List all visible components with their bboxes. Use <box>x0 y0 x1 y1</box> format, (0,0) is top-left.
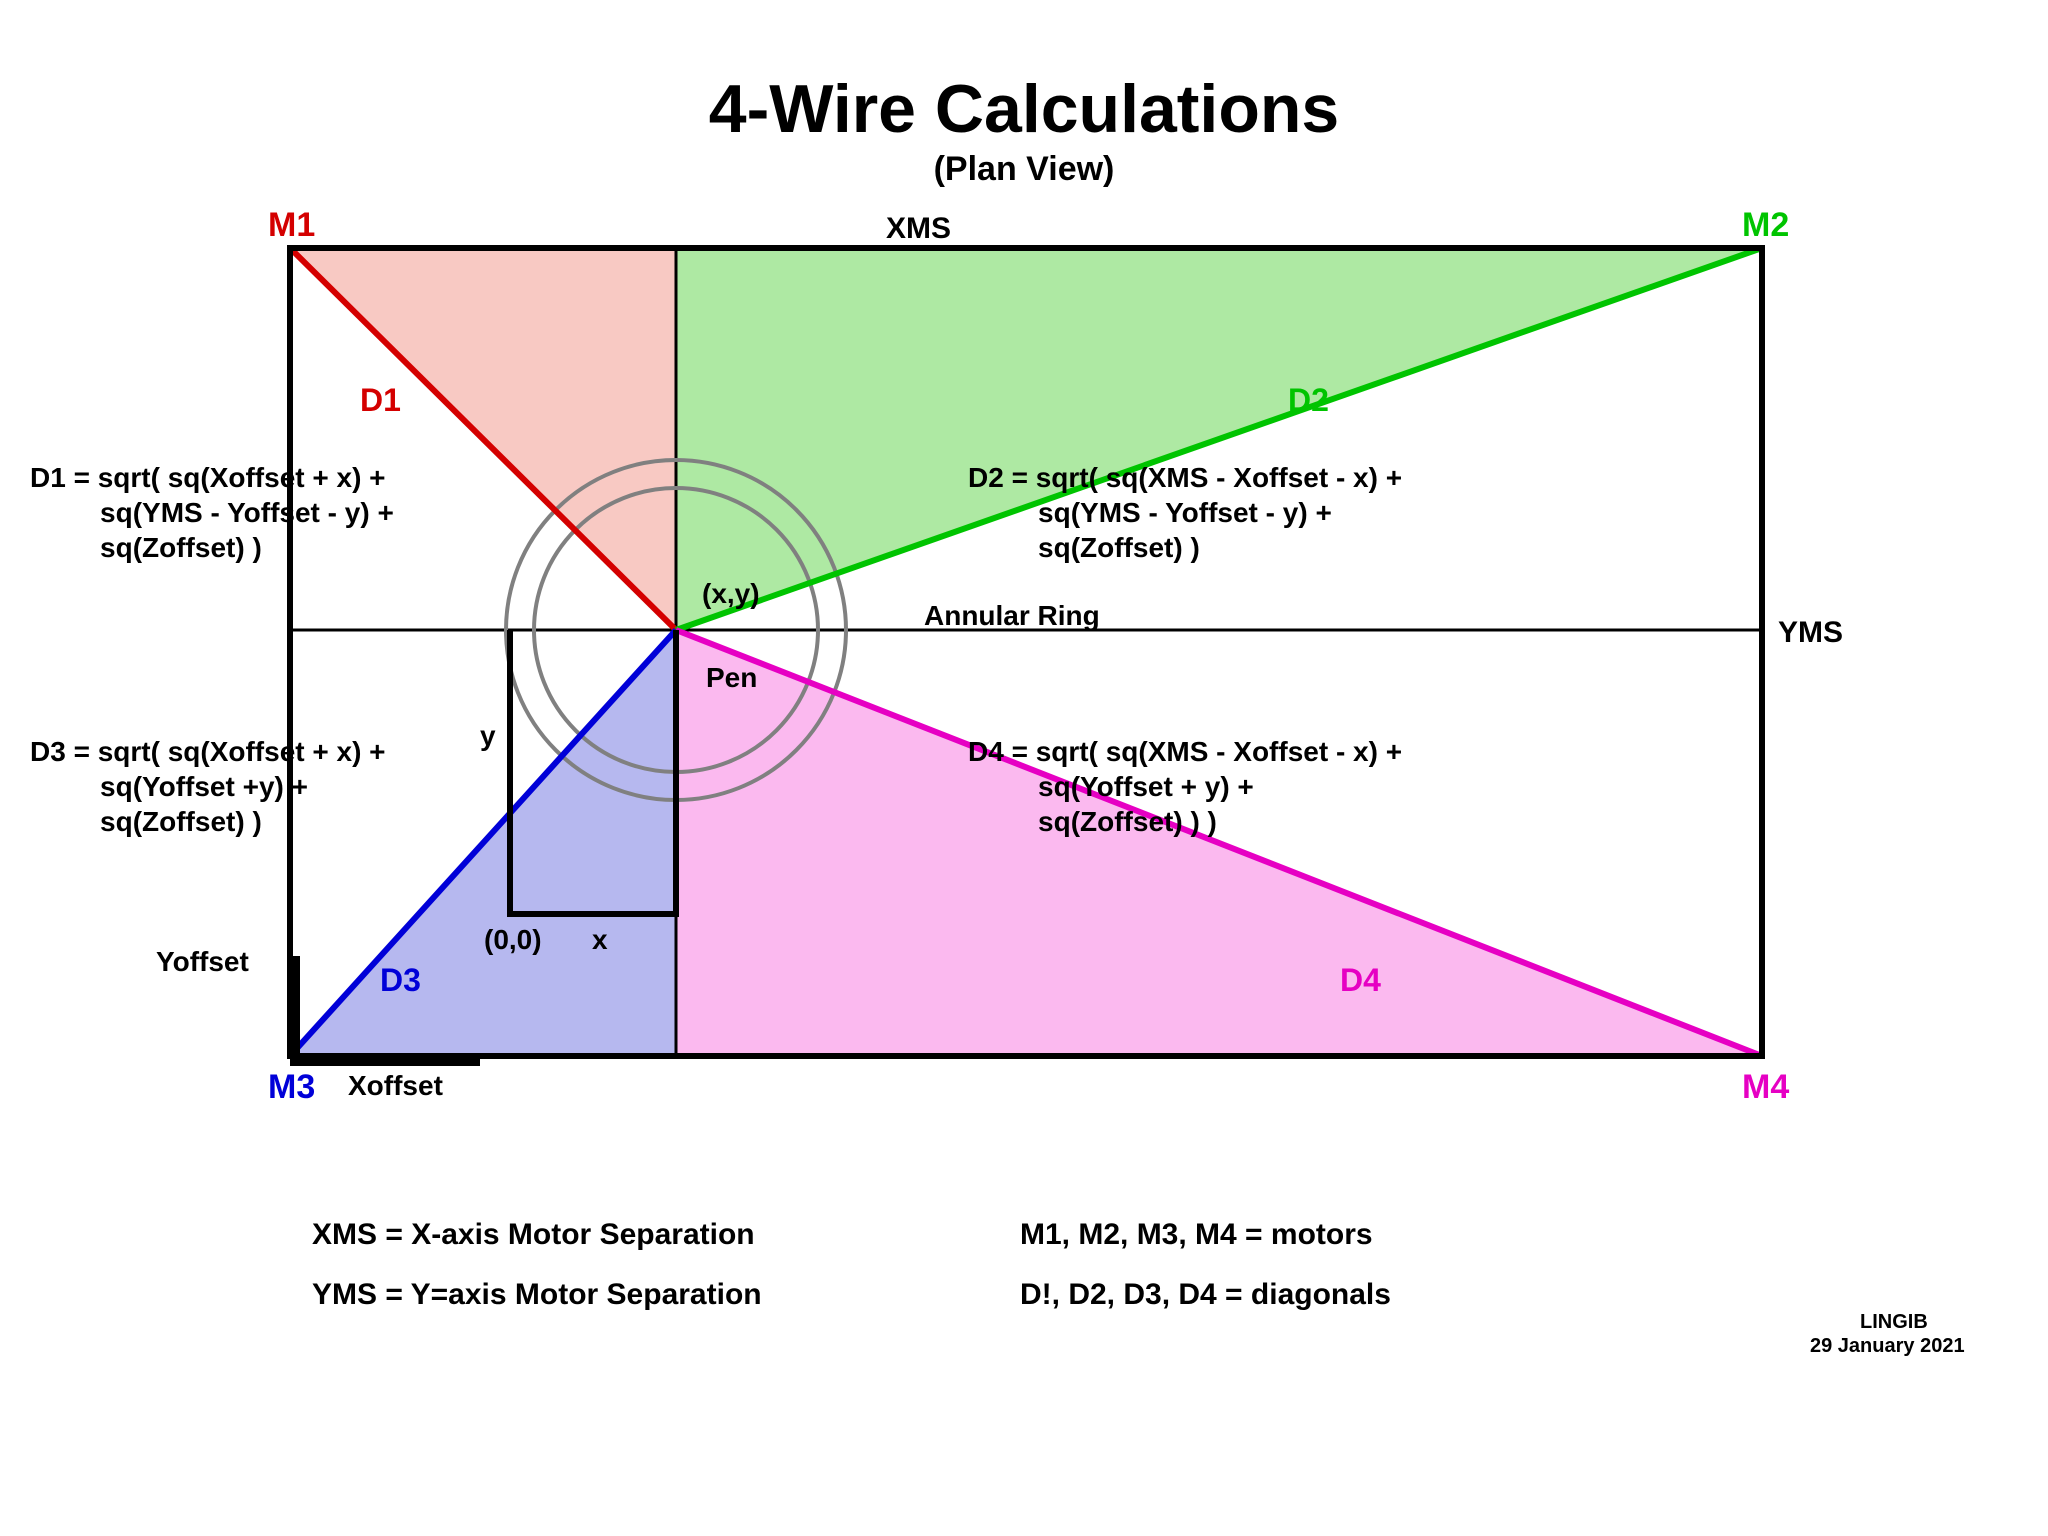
label-d1: D1 <box>360 380 401 420</box>
label-y: y <box>480 718 496 753</box>
label-xy: (x,y) <box>702 576 760 611</box>
label-origin: (0,0) <box>484 922 542 957</box>
label-m3: M3 <box>268 1066 315 1109</box>
label-yms: YMS <box>1778 614 1843 652</box>
label-x: x <box>592 922 608 957</box>
label-annular: Annular Ring <box>924 598 1100 633</box>
label-yoffset: Yoffset <box>156 944 249 979</box>
label-d4: D4 <box>1340 960 1381 1000</box>
label-d2: D2 <box>1288 380 1329 420</box>
credit-date: 29 January 2021 <box>1810 1334 1965 1359</box>
legend-yms: YMS = Y=axis Motor Separation <box>312 1276 762 1314</box>
formula-d3: D3 = sqrt( sq(Xoffset + x) + sq(Yoffset … <box>30 734 386 839</box>
label-d3: D3 <box>380 960 421 1000</box>
formula-d2: D2 = sqrt( sq(XMS - Xoffset - x) + sq(YM… <box>968 460 1402 565</box>
label-m1: M1 <box>268 204 315 247</box>
credit-name: LINGIB <box>1860 1310 1928 1335</box>
formula-d4: D4 = sqrt( sq(XMS - Xoffset - x) + sq(Yo… <box>968 734 1402 839</box>
legend-xms: XMS = X-axis Motor Separation <box>312 1216 755 1254</box>
legend-motors: M1, M2, M3, M4 = motors <box>1020 1216 1373 1254</box>
diagram-stage: 4-Wire Calculations (Plan View) M1 M2 M3… <box>0 0 2048 1536</box>
label-xoffset: Xoffset <box>348 1068 443 1103</box>
label-pen: Pen <box>706 660 757 695</box>
label-m2: M2 <box>1742 204 1789 247</box>
label-m4: M4 <box>1742 1066 1789 1109</box>
legend-diagonals: D!, D2, D3, D4 = diagonals <box>1020 1276 1391 1314</box>
label-xms: XMS <box>886 210 951 248</box>
formula-d1: D1 = sqrt( sq(Xoffset + x) + sq(YMS - Yo… <box>30 460 394 565</box>
